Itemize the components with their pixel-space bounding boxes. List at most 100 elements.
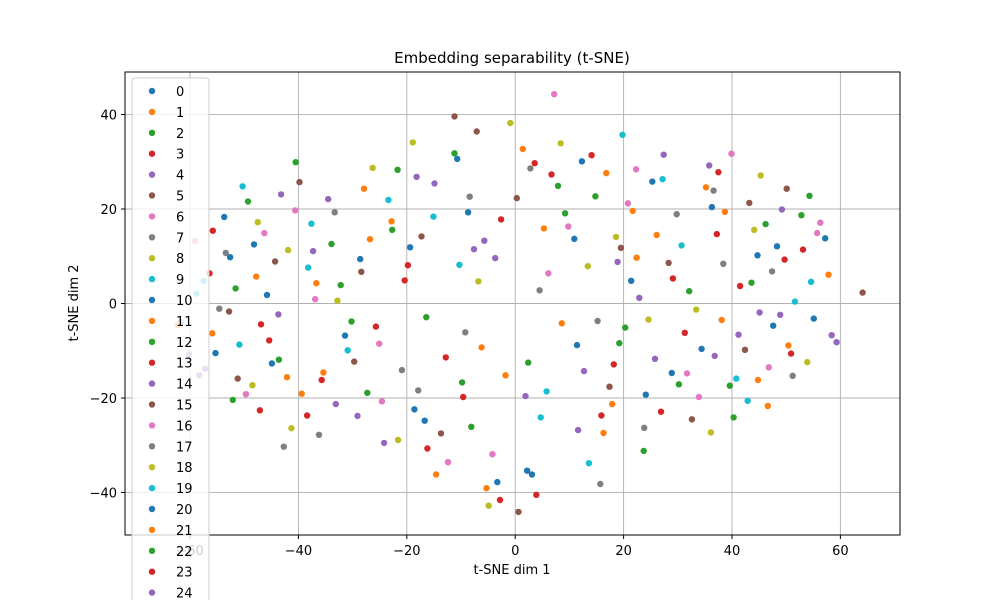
- scatter-point: [574, 426, 582, 434]
- scatter-point: [657, 408, 665, 415]
- scatter-point: [515, 508, 522, 516]
- scatter-point: [473, 128, 480, 135]
- x-tick-label: 20: [615, 544, 632, 559]
- scatter-point: [212, 349, 219, 357]
- scatter-point: [409, 139, 416, 146]
- scatter-point: [454, 155, 461, 163]
- scatter-points: [174, 91, 866, 516]
- scatter-point: [470, 246, 478, 253]
- scatter-point: [358, 268, 365, 275]
- legend-label: 18: [176, 461, 193, 476]
- scatter-point: [494, 478, 501, 486]
- scatter-point: [418, 233, 425, 240]
- scatter-point: [394, 166, 401, 173]
- grid: [125, 72, 900, 535]
- scatter-point: [519, 145, 526, 153]
- scatter-point: [653, 231, 660, 239]
- scatter-point: [234, 375, 241, 382]
- scatter-point: [768, 268, 776, 275]
- scatter-point: [628, 277, 635, 284]
- scatter-point: [693, 306, 700, 313]
- x-tick-label: 60: [832, 544, 849, 559]
- scatter-point: [232, 285, 239, 292]
- scatter-point: [765, 364, 772, 371]
- scatter-point: [799, 246, 807, 253]
- scatter-point: [253, 273, 260, 280]
- scatter-point: [669, 275, 677, 282]
- scatter-point: [464, 209, 472, 216]
- legend-marker: [148, 129, 156, 136]
- legend-marker: [148, 255, 156, 262]
- scatter-point: [736, 282, 744, 290]
- x-axis-label: t-SNE dim 1: [473, 563, 550, 578]
- scatter-point: [366, 236, 374, 243]
- scatter-point: [624, 200, 632, 207]
- scatter-point: [325, 195, 332, 203]
- scatter-point: [216, 305, 223, 312]
- scatter-point: [318, 376, 325, 384]
- scatter-point: [773, 243, 781, 250]
- legend-marker: [148, 108, 156, 116]
- scatter-point: [242, 391, 250, 398]
- scatter-point: [828, 332, 835, 339]
- scatter-point: [478, 344, 485, 351]
- legend-label: 15: [176, 399, 193, 414]
- legend-label: 13: [176, 357, 193, 372]
- scatter-point: [334, 297, 341, 304]
- scatter-point: [688, 416, 696, 423]
- scatter-point: [859, 289, 866, 296]
- x-tick-label: 40: [724, 544, 741, 559]
- scatter-point: [551, 91, 558, 98]
- legend-label: 6: [176, 210, 184, 225]
- scatter-point: [249, 382, 256, 389]
- legend-label: 23: [176, 566, 193, 581]
- legend-marker: [148, 443, 156, 450]
- scatter-point: [413, 173, 420, 181]
- scatter-point: [523, 467, 531, 474]
- scatter-point: [341, 332, 349, 339]
- legend-label: 0: [176, 85, 184, 100]
- scatter-point: [432, 471, 440, 478]
- legend-label: 21: [176, 524, 193, 539]
- scatter-point: [331, 209, 338, 216]
- scatter-point: [337, 281, 344, 289]
- legend-marker: [148, 401, 156, 408]
- scatter-point: [645, 316, 652, 323]
- scatter-point: [617, 244, 625, 251]
- scatter-point: [806, 192, 813, 199]
- scatter-point: [271, 258, 279, 265]
- scatter-point: [360, 185, 368, 192]
- scatter-point: [430, 213, 437, 220]
- scatter-point: [810, 315, 817, 322]
- scatter-point: [728, 150, 735, 157]
- scatter-point: [266, 337, 273, 344]
- scatter-point: [614, 258, 621, 266]
- scatter-point: [385, 196, 392, 204]
- scatter-point: [548, 171, 555, 178]
- scatter-point: [261, 229, 268, 237]
- scatter-point: [468, 423, 475, 430]
- scatter-point: [456, 261, 463, 268]
- scatter-point: [578, 158, 586, 165]
- scatter-point: [612, 233, 620, 241]
- scatter-point: [543, 388, 550, 395]
- scatter-point: [683, 370, 691, 377]
- scatter-point: [597, 480, 604, 488]
- scatter-point: [344, 347, 351, 354]
- x-tick-label: −40: [285, 544, 312, 559]
- scatter-point: [791, 298, 799, 305]
- legend-label: 22: [176, 545, 193, 560]
- scatter-point: [444, 459, 452, 466]
- legend-label: 9: [176, 273, 184, 288]
- scatter-point: [665, 259, 672, 267]
- y-tick-label: 0: [109, 298, 117, 313]
- y-tick-label: 40: [100, 109, 117, 124]
- legend-marker: [148, 526, 156, 534]
- scatter-point: [522, 392, 529, 400]
- scatter-point: [756, 309, 763, 316]
- scatter-point: [748, 279, 755, 286]
- legend-label: 7: [176, 231, 184, 246]
- scatter-point: [710, 187, 717, 194]
